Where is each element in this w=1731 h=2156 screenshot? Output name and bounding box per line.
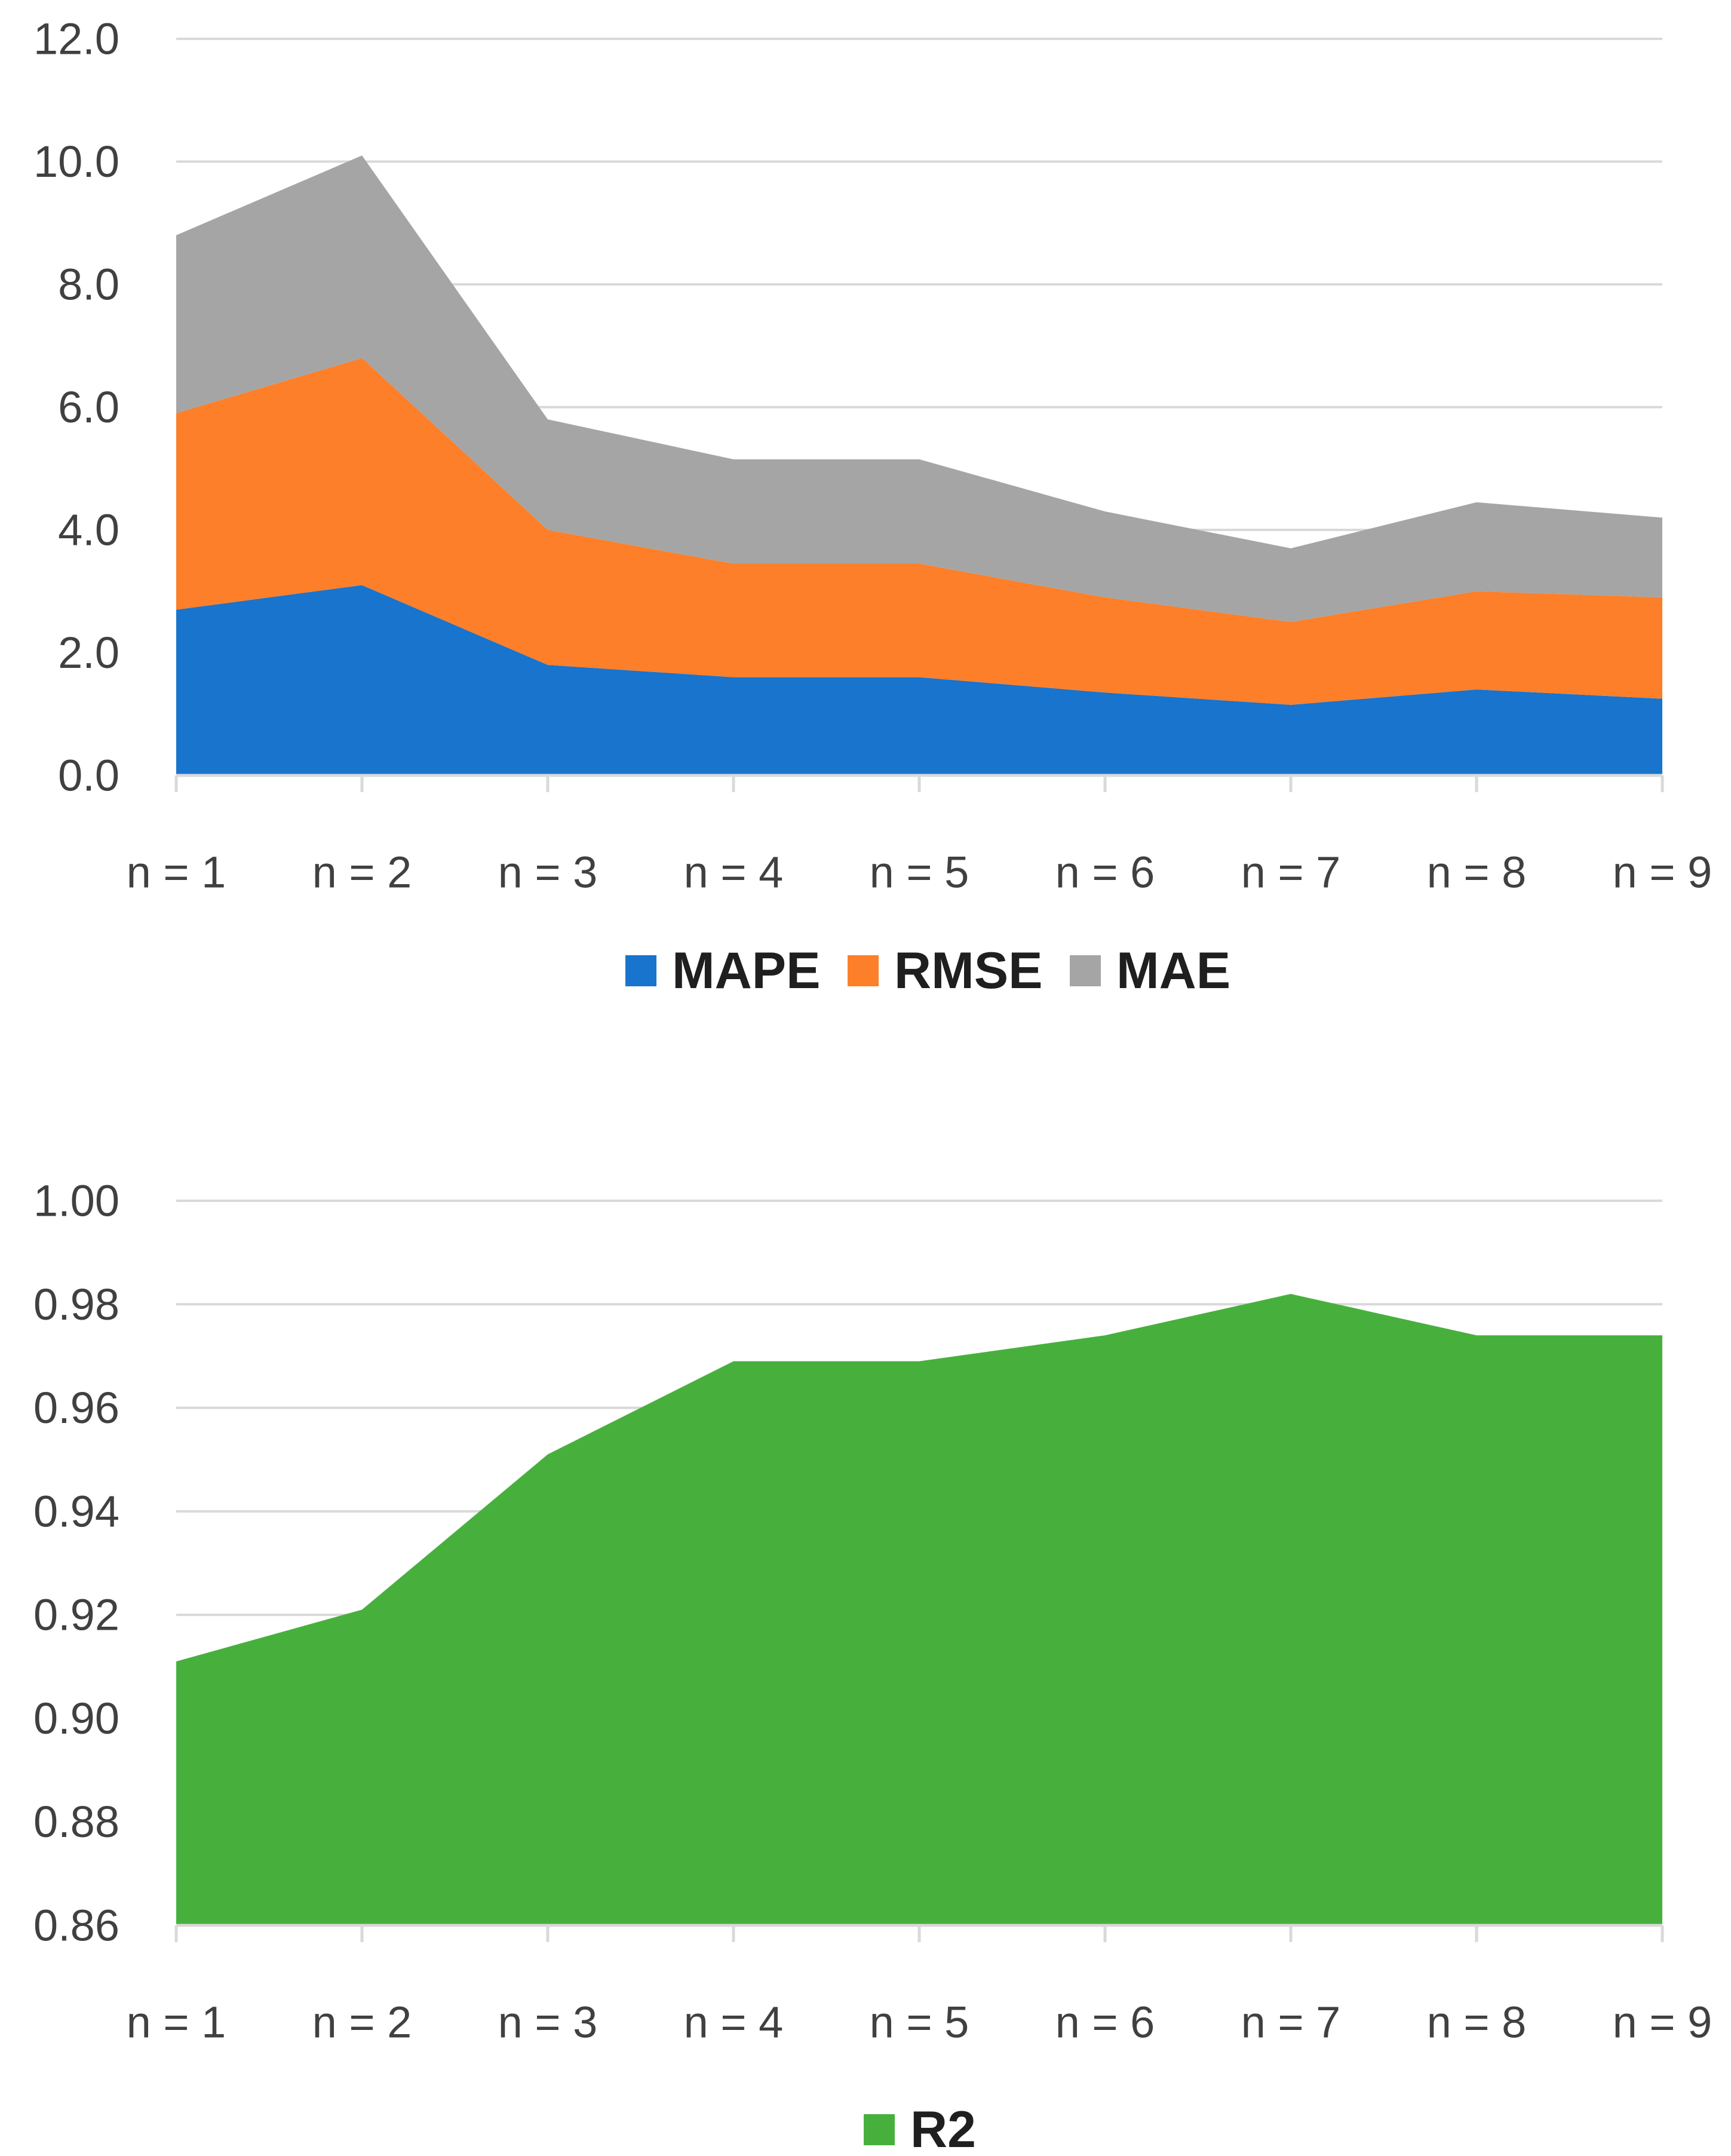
c1-x-tick-label: n = 9 bbox=[1613, 848, 1712, 897]
c1-legend-label-mae: MAE bbox=[1116, 942, 1230, 999]
c1-x-tick-label: n = 5 bbox=[870, 848, 969, 897]
c2-area-r2 bbox=[176, 1293, 1662, 1925]
c2-x-tick-label: n = 3 bbox=[498, 1998, 598, 2047]
c1-x-tick-label: n = 7 bbox=[1241, 848, 1341, 897]
c1-legend-label-mape: MAPE bbox=[672, 942, 820, 999]
c2-x-tick-label: n = 8 bbox=[1427, 1998, 1527, 2047]
c1-y-tick-label: 4.0 bbox=[58, 505, 119, 555]
c2-y-tick-label: 0.92 bbox=[33, 1590, 119, 1640]
c2-x-tick-label: n = 1 bbox=[127, 1998, 226, 2047]
c2-x-tick-label: n = 2 bbox=[312, 1998, 412, 2047]
c2-x-tick-label: n = 4 bbox=[684, 1998, 784, 2047]
c2-y-tick-label: 0.98 bbox=[33, 1280, 119, 1329]
error-metrics-chart: 0.0 2.0 4.0 6.0 8.0 10.0 12.0 n = 1 n = 2 n = 3 n … bbox=[33, 14, 1712, 1000]
c1-legend-label-rmse: RMSE bbox=[894, 942, 1042, 999]
c2-x-tick-label: n = 6 bbox=[1055, 1998, 1155, 2047]
c2-y-tick-label: 0.94 bbox=[33, 1486, 119, 1536]
c1-y-tick-label: 12.0 bbox=[33, 14, 119, 64]
c1-y-tick-label: 2.0 bbox=[58, 628, 119, 677]
c2-y-tick-label: 0.96 bbox=[33, 1383, 119, 1433]
c1-legend-swatch-mape bbox=[625, 955, 656, 986]
c1-y-tick-label: 8.0 bbox=[58, 260, 119, 309]
c1-area-rmse bbox=[176, 358, 1662, 705]
c2-legend-label-r2: R2 bbox=[910, 2101, 976, 2156]
c1-area-mae bbox=[176, 155, 1662, 622]
c1-y-tick-label: 6.0 bbox=[58, 382, 119, 432]
c1-area-mape bbox=[176, 585, 1662, 775]
c2-y-tick-label: 0.90 bbox=[33, 1694, 119, 1743]
c1-y-tick-label: 10.0 bbox=[33, 137, 119, 186]
c2-y-tick-label: 1.00 bbox=[33, 1176, 119, 1226]
c1-x-tick-label: n = 3 bbox=[498, 848, 598, 897]
c2-y-tick-label: 0.86 bbox=[33, 1901, 119, 1950]
c2-x-tick-label: n = 7 bbox=[1241, 1998, 1341, 2047]
c2-x-tick-label: n = 5 bbox=[870, 1998, 969, 2047]
c1-legend-swatch-rmse bbox=[848, 955, 879, 986]
c1-x-tick-label: n = 2 bbox=[312, 848, 412, 897]
r2-chart: 0.86 0.88 0.90 0.92 0.94 0.96 0.98 1.00 n = 1 n =… bbox=[33, 1176, 1712, 2156]
c1-x-tick-label: n = 6 bbox=[1055, 848, 1155, 897]
c1-x-tick-label: n = 1 bbox=[127, 848, 226, 897]
c1-x-tick-label: n = 4 bbox=[684, 848, 784, 897]
c1-x-tick-label: n = 8 bbox=[1427, 848, 1527, 897]
c1-y-tick-label: 0.0 bbox=[58, 751, 119, 801]
c2-x-tick-label: n = 9 bbox=[1613, 1998, 1712, 2047]
c2-y-tick-label: 0.88 bbox=[33, 1797, 119, 1847]
c2-legend-swatch-r2 bbox=[864, 2114, 895, 2145]
c1-legend-swatch-mae bbox=[1070, 955, 1101, 986]
